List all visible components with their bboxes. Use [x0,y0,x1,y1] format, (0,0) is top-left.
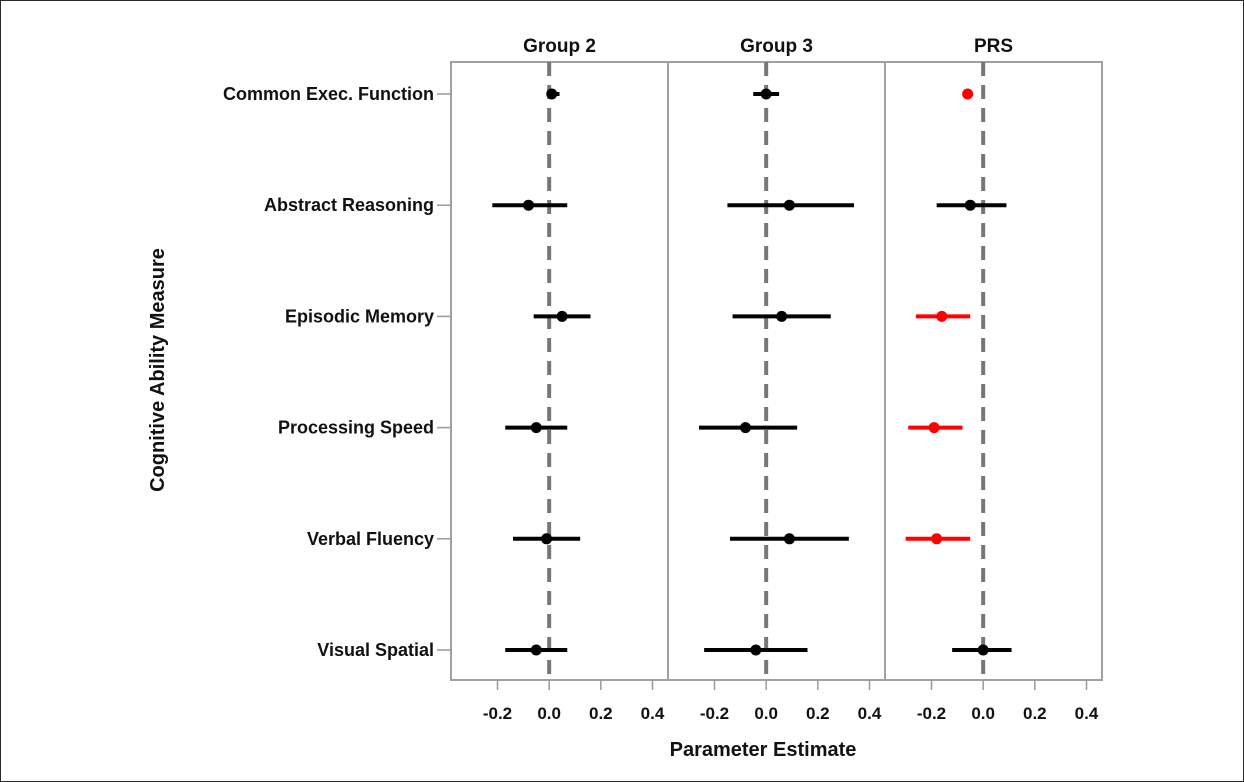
x-tick-label: -0.2 [917,704,946,723]
estimate-point-prs-abstract-reasoning [964,199,976,211]
panel-group-2: Group 2 -0.2 0.0 0.2 0.4 [450,36,669,723]
x-tick-label: 0.4 [641,704,665,723]
estimate-point-group-2-common-exec-function [546,88,558,100]
x-tick-label: 0.4 [1075,704,1099,723]
estimate-point-prs-processing-speed [928,422,940,434]
x-axis-title: Parameter Estimate [670,739,857,761]
estimate-point-group-3-processing-speed [740,422,751,434]
panel-title-group-2: Group 2 [523,36,596,57]
category-label-visual-spatial: Visual Spatial [317,640,434,660]
estimate-point-prs-common-exec-function [962,88,974,100]
estimate-point-prs-verbal-fluency [931,533,943,545]
estimate-point-prs-visual-spatial [977,644,989,656]
panel-prs: PRS -0.2 0.0 0.2 0.4 [884,36,1103,723]
category-label-episodic-memory: Episodic Memory [285,306,434,326]
estimate-point-group-2-processing-speed [530,422,542,434]
estimate-point-group-3-episodic-memory [776,310,788,322]
category-label-common-exec-function: Common Exec. Function [223,84,434,104]
x-tick-label: 0.2 [806,704,830,723]
panels-layer: Group 2 -0.2 0.0 0.2 0.4 Group 3 -0.2 0.0 0.2 0.4… [450,36,1103,723]
panel-frame [450,61,669,681]
category-label-abstract-reasoning: Abstract Reasoning [264,195,434,215]
estimate-point-prs-episodic-memory [936,310,948,322]
category-labels: Common Exec. Function Abstract Reasoning E… [223,84,451,660]
estimate-point-group-3-verbal-fluency [783,533,795,545]
panel-frame [884,61,1103,681]
estimate-point-group-2-verbal-fluency [541,533,553,545]
x-tick-label: -0.2 [700,704,729,723]
panel-frame [667,61,886,681]
estimate-point-group-2-visual-spatial [530,644,542,656]
estimate-point-group-3-abstract-reasoning [783,199,795,211]
panel-title-group-3: Group 3 [740,36,813,57]
x-tick-label: 0.2 [1023,704,1047,723]
estimate-point-group-3-visual-spatial [750,644,762,656]
panel-group-3: Group 3 -0.2 0.0 0.2 0.4 [667,36,886,723]
x-tick-label: 0.0 [537,704,561,723]
x-tick-label: -0.2 [483,704,512,723]
category-label-processing-speed: Processing Speed [278,418,434,438]
x-tick-label: 0.0 [971,704,995,723]
y-axis-title: Cognitive Ability Measure [147,248,169,492]
x-tick-label: 0.2 [589,704,613,723]
x-tick-label: 0.0 [754,704,778,723]
estimate-point-group-3-common-exec-function [760,88,772,100]
estimate-point-group-2-episodic-memory [556,310,568,322]
estimate-point-group-2-abstract-reasoning [523,199,534,211]
x-tick-label: 0.4 [858,704,882,723]
category-label-verbal-fluency: Verbal Fluency [307,529,434,549]
panel-title-prs: PRS [974,36,1013,57]
